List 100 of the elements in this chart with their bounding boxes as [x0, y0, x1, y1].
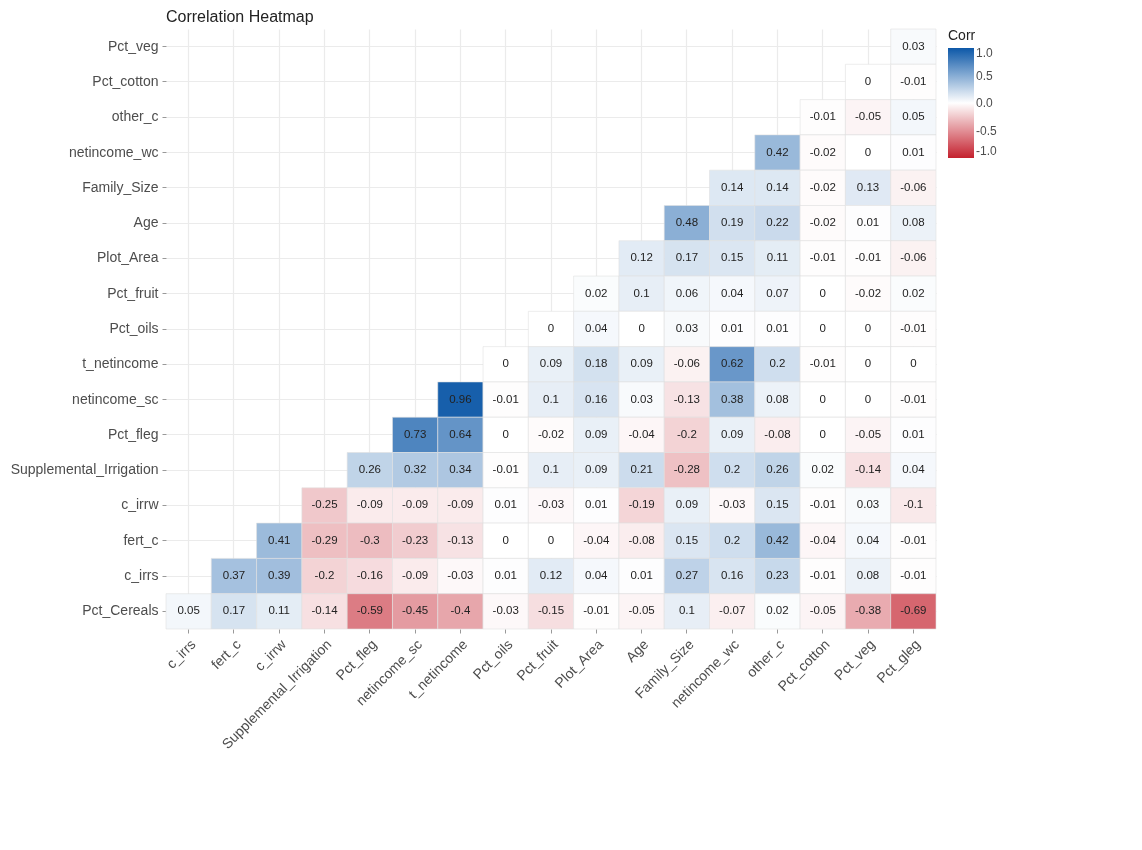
data-label: -0.01 — [900, 74, 927, 87]
data-label: -0.03 — [537, 498, 565, 511]
data-label: 0.12 — [539, 569, 563, 582]
data-label: 0.14 — [720, 180, 744, 193]
data-label: 0.73 — [403, 427, 427, 440]
data-label: 0.64 — [449, 427, 473, 440]
y-tick-label: Pct_oils — [109, 320, 159, 336]
data-label: -0.02 — [809, 145, 836, 158]
data-label: -0.14 — [311, 604, 339, 617]
data-label: 0.02 — [902, 286, 925, 299]
data-label: -0.05 — [854, 110, 882, 123]
data-label: 0.2 — [769, 357, 786, 370]
y-tick-label: other_c — [111, 108, 159, 125]
data-label: 0.16 — [720, 569, 744, 582]
data-label: -0.01 — [900, 322, 927, 334]
data-label: -0.2 — [314, 569, 335, 582]
data-label: -0.06 — [900, 180, 927, 193]
data-label: 0 — [502, 427, 509, 440]
data-label: 0.04 — [585, 569, 609, 582]
data-label: 0 — [638, 322, 645, 334]
data-label: -0.01 — [809, 357, 836, 370]
data-label: 0.01 — [856, 216, 880, 229]
data-label: 0.02 — [585, 286, 608, 299]
data-label: 0.03 — [675, 322, 699, 334]
data-label: 0.04 — [585, 322, 609, 334]
y-tick-label: Family_Size — [82, 178, 159, 195]
data-label: -0.45 — [402, 604, 429, 617]
data-label: 0.26 — [766, 463, 789, 476]
color-bar-label: 1.0 — [976, 46, 994, 60]
data-label: -0.25 — [311, 498, 338, 511]
data-label: -0.02 — [809, 216, 836, 229]
y-tick-label: fert_c — [123, 531, 159, 548]
data-label: 0.16 — [585, 392, 608, 405]
data-label: 0.01 — [766, 322, 789, 334]
data-label: 0.37 — [222, 569, 246, 582]
data-label: -0.02 — [809, 180, 836, 193]
data-label: -0.29 — [311, 533, 338, 546]
data-label: 0.03 — [630, 392, 653, 405]
data-label: 0.1 — [543, 463, 559, 476]
data-label: 0 — [864, 145, 872, 158]
data-label: -0.06 — [900, 251, 927, 264]
data-label: 0 — [819, 322, 826, 334]
data-label: -0.59 — [356, 604, 383, 617]
data-label: -0.1 — [903, 498, 924, 511]
data-label: -0.01 — [900, 533, 927, 546]
data-label: 0.09 — [585, 463, 608, 476]
data-label: -0.05 — [854, 427, 882, 440]
data-label: 0.96 — [449, 392, 472, 405]
data-label: 0.09 — [630, 357, 653, 370]
data-label: 0 — [864, 322, 872, 334]
data-label: -0.01 — [583, 604, 610, 617]
data-label: -0.01 — [809, 110, 836, 123]
data-label: 0.39 — [268, 569, 291, 582]
data-label: -0.4 — [450, 604, 471, 617]
data-label: 0.04 — [720, 286, 744, 299]
data-label: 0.17 — [222, 604, 246, 617]
data-label: 0.13 — [856, 180, 880, 193]
data-label: 0 — [864, 392, 872, 405]
y-tick-label: Pct_fruit — [107, 284, 159, 301]
data-label: 0 — [864, 357, 872, 370]
data-label: -0.09 — [402, 498, 429, 511]
data-label: 0.06 — [675, 286, 699, 299]
data-label: 0.01 — [902, 145, 925, 158]
data-label: 0.01 — [630, 569, 653, 582]
data-label: 0.01 — [494, 498, 517, 511]
data-label: 0 — [910, 357, 917, 370]
color-bar-label: -1.0 — [976, 144, 997, 158]
data-label: -0.15 — [537, 604, 565, 617]
data-label: 0.07 — [766, 286, 789, 299]
y-tick-label: Pct_veg — [107, 37, 159, 54]
data-label: 0.22 — [766, 216, 789, 229]
data-label: -0.01 — [809, 251, 836, 264]
data-label: -0.05 — [628, 604, 655, 617]
data-label: 0.03 — [902, 39, 925, 52]
data-label: -0.2 — [676, 427, 697, 440]
data-label: 0.04 — [902, 463, 926, 476]
data-label: 0 — [502, 533, 509, 546]
data-label: -0.04 — [583, 533, 610, 546]
chart-title: Correlation Heatmap — [166, 7, 314, 25]
data-label: 0.15 — [675, 533, 699, 546]
color-bar-label: 0.0 — [976, 96, 994, 110]
data-label: 0.09 — [539, 357, 563, 370]
data-label: -0.09 — [447, 498, 474, 511]
data-label: 0.19 — [720, 216, 744, 229]
data-label: -0.14 — [854, 463, 882, 476]
data-label: -0.03 — [719, 498, 746, 511]
data-label: 0.09 — [720, 427, 744, 440]
data-label: 0.08 — [902, 216, 925, 229]
data-label: 0.1 — [543, 392, 559, 405]
data-label: -0.07 — [719, 604, 746, 617]
data-label: 0 — [819, 392, 826, 405]
data-label: 0.05 — [177, 604, 200, 617]
data-label: -0.02 — [854, 286, 882, 299]
data-label: -0.09 — [356, 498, 383, 511]
data-label: -0.01 — [809, 569, 836, 582]
data-label: -0.03 — [492, 604, 519, 617]
data-label: 0.02 — [766, 604, 789, 617]
data-label: 0.15 — [766, 498, 789, 511]
y-tick-label: netincome_sc — [72, 390, 159, 407]
y-tick-label: t_netincome — [82, 355, 159, 372]
